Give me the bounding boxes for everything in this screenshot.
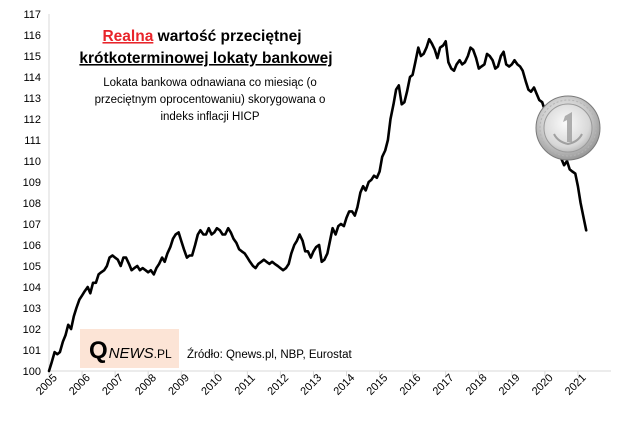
- logo-news: NEWS: [109, 345, 154, 362]
- y-tick-label: 100: [23, 366, 41, 378]
- logo-background: [80, 329, 179, 368]
- y-tick-label: 102: [23, 324, 41, 336]
- subtitle-line1: Lokata bankowa odnawiana co miesiąc (o: [103, 77, 317, 89]
- x-tick-label: 2016: [398, 372, 424, 398]
- logo-text: QNEWS.PL: [89, 337, 172, 364]
- x-tick-label: 2017: [431, 372, 457, 398]
- subtitle-line3: indeks inflacji HICP: [160, 111, 259, 123]
- x-tick-label: 2009: [166, 372, 192, 398]
- axes: [48, 14, 611, 372]
- x-tick-label: 2021: [563, 372, 589, 398]
- x-tick-label: 2011: [233, 372, 258, 397]
- title-rest: wartość przeciętnej: [157, 28, 302, 45]
- y-tick-label: 115: [23, 51, 41, 63]
- x-tick-label: 2015: [365, 372, 391, 398]
- y-tick-label: 113: [23, 93, 41, 105]
- y-tick-label: 114: [23, 72, 41, 84]
- y-tick-label: 116: [23, 30, 41, 42]
- x-axis-ticks: 2005 2006 2007 2008 2009 2010 2011 2012 2013 2014…: [34, 371, 589, 398]
- x-tick-label: 2013: [298, 372, 324, 398]
- y-tick-label: 108: [23, 198, 41, 210]
- x-tick-label: 2018: [464, 372, 490, 398]
- y-tick-label: 109: [23, 177, 41, 189]
- y-tick-label: 111: [24, 135, 41, 147]
- logo-q: Q: [89, 337, 108, 364]
- x-tick-label: 2007: [100, 372, 126, 398]
- y-tick-label: 101: [23, 345, 41, 357]
- y-axis-ticks: 100 101 102 103 104 105 106 107 108 109 110 111 112 1…: [23, 9, 41, 378]
- title-highlight: Realna: [102, 28, 153, 45]
- series-line: [47, 37, 588, 373]
- chart-title-line1: Realna wartość przeciętnej: [102, 28, 301, 45]
- source-note: Źródło: Qnews.pl, NBP, Eurostat: [187, 348, 352, 361]
- series-group: [47, 37, 588, 373]
- x-tick-label: 2008: [133, 372, 159, 398]
- x-tick-label: 2006: [67, 372, 93, 398]
- y-tick-label: 112: [23, 114, 41, 126]
- x-tick-label: 2019: [497, 372, 523, 398]
- y-tick-label: 117: [23, 9, 41, 21]
- logo-pl: .PL: [154, 347, 172, 361]
- y-tick-label: 104: [23, 282, 41, 294]
- coin-icon: [535, 95, 601, 161]
- y-tick-label: 103: [23, 303, 41, 315]
- x-tick-label: 2014: [332, 372, 358, 398]
- x-tick-label: 2020: [530, 372, 556, 398]
- subtitle-line2: przeciętnym oprocentowaniu) skorygowana …: [95, 94, 326, 106]
- y-tick-label: 110: [23, 156, 41, 168]
- x-tick-label: 2012: [265, 372, 291, 398]
- y-tick-label: 107: [23, 219, 41, 231]
- y-tick-label: 106: [23, 240, 41, 252]
- qnews-logo: QNEWS.PL: [80, 329, 179, 368]
- chart-title-line2: krótkoterminowej lokaty bankowej: [79, 50, 332, 67]
- x-tick-label: 2010: [199, 372, 225, 398]
- y-tick-label: 105: [23, 261, 41, 273]
